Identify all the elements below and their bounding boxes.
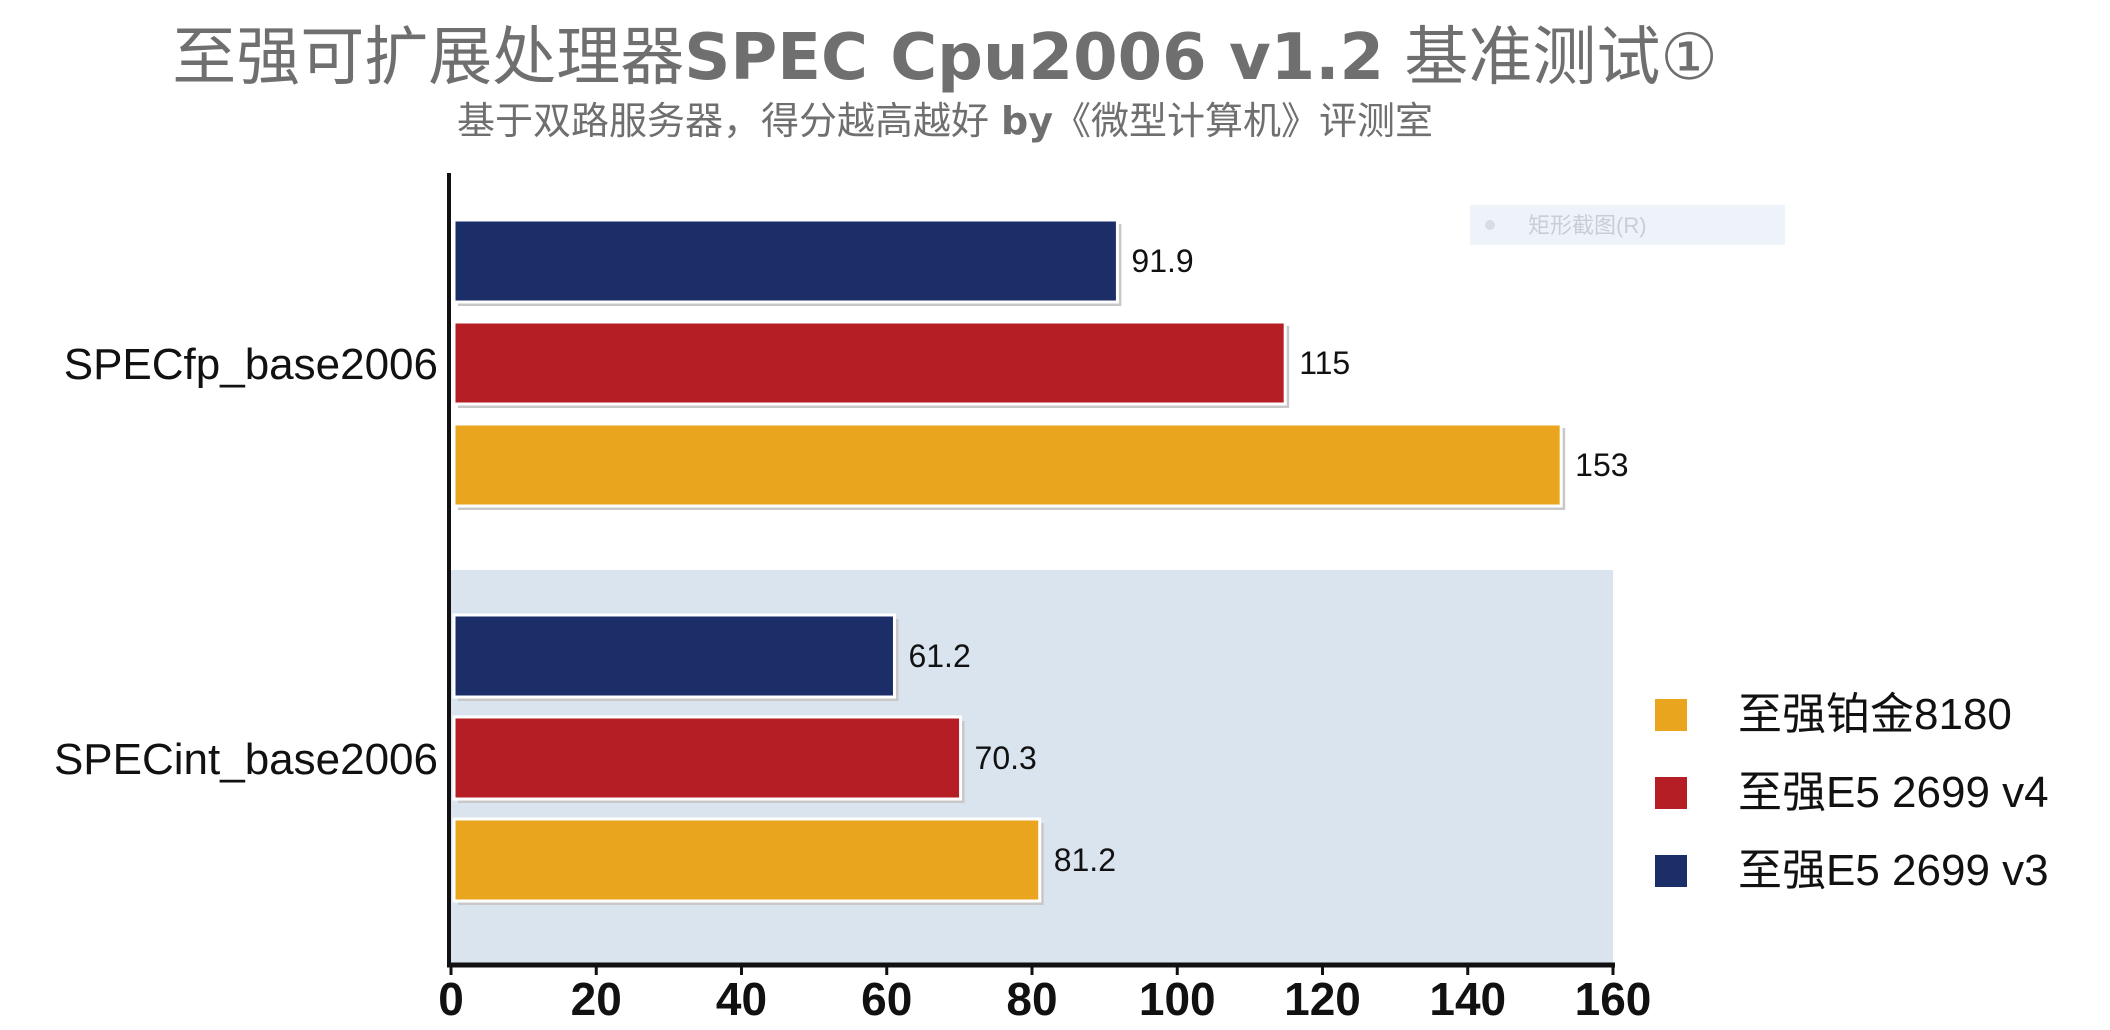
legend-swatch (1653, 697, 1689, 733)
legend-label: 至强E5 2699 v3 (1738, 846, 2049, 895)
category-label: SPECint_base2006 (54, 735, 438, 784)
x-tick-label: 120 (1284, 973, 1361, 1025)
legend-swatch (1653, 853, 1689, 889)
bar-0-0 (452, 218, 1119, 304)
title-cn-prefix: 至强可扩展处理器 (172, 21, 685, 95)
x-tick-label: 40 (716, 973, 767, 1025)
legend-label: 至强铂金8180 (1738, 690, 2012, 739)
bars-layer: 91.9 115 153 SPECfp_base2006 61.2 70.3 81.2 SPE… (54, 218, 1629, 905)
chart-subtitle: 基于双路服务器，得分越高越好 by《微型计算机》评测室 (0, 90, 1890, 145)
bar-1-0 (452, 613, 896, 699)
data-label: 61.2 (908, 638, 970, 674)
x-tick-label: 0 (438, 973, 464, 1025)
data-label: 81.2 (1054, 842, 1116, 878)
watermark-layer: 矩形截图(R) (1470, 205, 1785, 245)
title-benchmark-name: SPEC Cpu2006 v1.2 (684, 21, 1385, 95)
x-tick-label: 160 (1575, 973, 1652, 1025)
x-tick-label: 140 (1429, 973, 1506, 1025)
category-label: SPECfp_base2006 (64, 340, 438, 389)
x-tick-label: 80 (1006, 973, 1057, 1025)
bar-1-1 (452, 715, 963, 801)
bar-1-2 (452, 817, 1042, 903)
legend-swatch (1653, 775, 1689, 811)
bar-0-1 (452, 320, 1287, 406)
axis-layer: 0 20 40 60 80 100 120 140 160 (438, 173, 1651, 1025)
data-label: 91.9 (1131, 243, 1193, 279)
watermark-dot (1485, 220, 1495, 230)
subtitle-source: 《微型计算机》评测室 (1053, 99, 1434, 143)
subtitle-by: by (1001, 99, 1054, 143)
legend-label: 至强E5 2699 v4 (1738, 768, 2049, 817)
watermark-box (1470, 205, 1785, 245)
data-label: 115 (1299, 345, 1350, 381)
x-tick-label: 100 (1139, 973, 1216, 1025)
data-label: 70.3 (975, 740, 1037, 776)
x-tick-label: 60 (861, 973, 912, 1025)
data-label: 153 (1575, 447, 1628, 483)
x-tick-label: 20 (571, 973, 622, 1025)
chart-title: 至强可扩展处理器SPEC Cpu2006 v1.2 基准测试① (0, 6, 1890, 98)
watermark-text: 矩形截图(R) (1528, 213, 1647, 238)
legend-layer: 至强铂金8180 至强E5 2699 v4 至强E5 2699 v3 (1653, 690, 2049, 895)
title-cn-suffix: 基准测试① (1384, 21, 1718, 95)
subtitle-cn-prefix: 基于双路服务器，得分越高越好 (456, 99, 1002, 143)
bar-0-2 (452, 422, 1563, 508)
